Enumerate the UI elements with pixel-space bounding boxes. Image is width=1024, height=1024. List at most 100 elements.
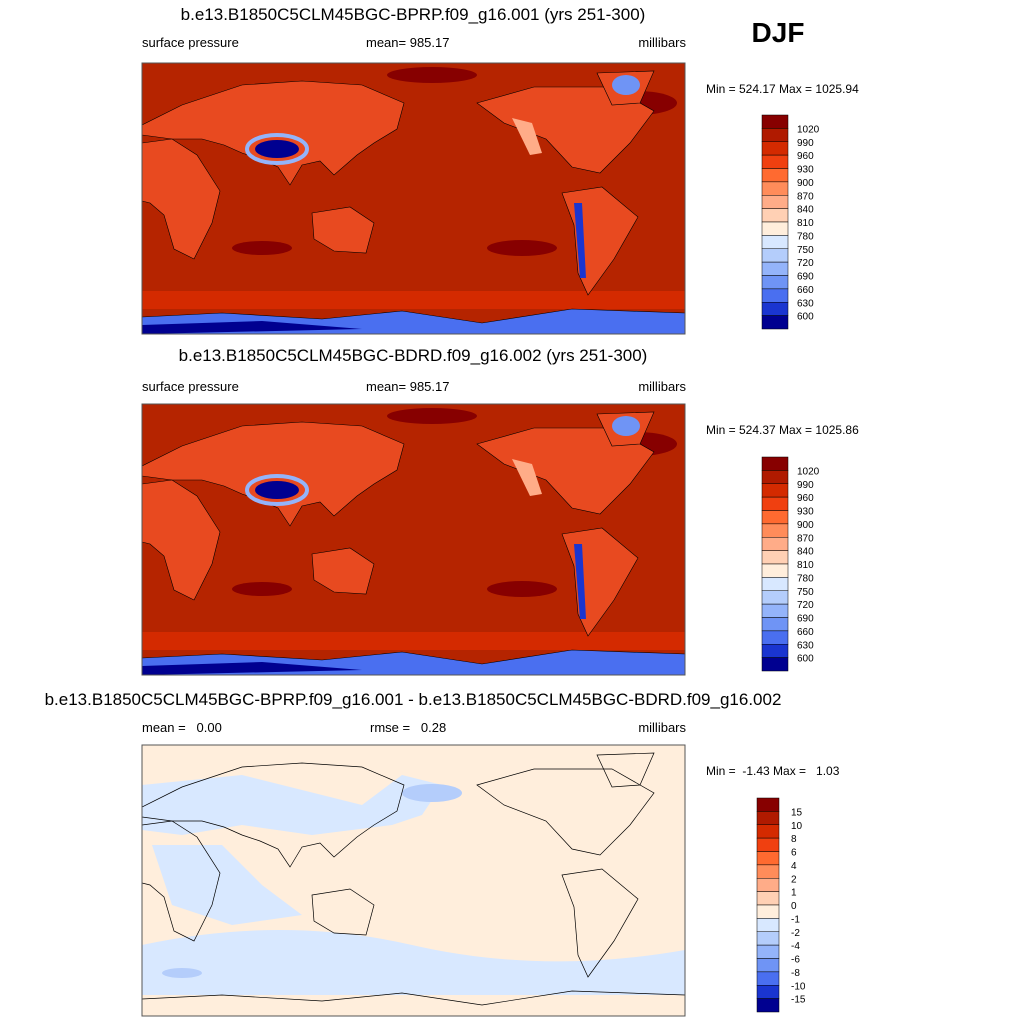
map-field: [142, 404, 685, 675]
colorbar-label: 900: [797, 178, 814, 189]
colorbar-label: 690: [797, 272, 814, 283]
colorbar-label: 870: [797, 533, 814, 544]
colorbar-label: 4: [791, 861, 797, 872]
colorbar-label: 630: [797, 298, 814, 309]
colorbar-box: [761, 644, 789, 658]
negative-region: [142, 775, 442, 835]
colorbar-box: [761, 141, 789, 156]
coastline: [596, 752, 655, 788]
units-label: millibars: [638, 379, 686, 394]
colorbar-label: 990: [797, 138, 814, 149]
high-pressure: [232, 582, 292, 596]
colorbar-box: [756, 931, 780, 946]
colorbar-label: 810: [797, 560, 814, 571]
colorbar-label: 6: [791, 848, 797, 859]
map-frame: [141, 62, 686, 335]
mean-label: mean= 985.17: [366, 35, 449, 50]
min-max-label: Min = 524.17 Max = 1025.94: [706, 82, 859, 96]
colorbar-label: 840: [797, 205, 814, 216]
colorbar-label: -1: [791, 914, 800, 925]
colorbar-box: [756, 864, 780, 879]
min-max-label: Min = 524.37 Max = 1025.86: [706, 423, 859, 437]
high-pressure: [387, 67, 477, 83]
colorbar-label: -6: [791, 955, 800, 966]
andes: [574, 544, 586, 619]
andes: [574, 203, 586, 278]
negative-region: [152, 845, 302, 925]
land-field: [311, 206, 375, 254]
colorbar-label: -10: [791, 981, 806, 992]
rockies: [512, 118, 542, 155]
high-pressure: [387, 408, 477, 424]
colorbar-label: 720: [797, 258, 814, 269]
coastline: [142, 990, 685, 1016]
colorbar-label: 750: [797, 245, 814, 256]
colorbar-box: [761, 603, 789, 618]
colorbar-label: 870: [797, 191, 814, 202]
tibet-rim: [245, 474, 309, 506]
colorbar-box: [756, 904, 780, 919]
map-field: [142, 63, 685, 334]
panel-title: b.e13.B1850C5CLM45BGC-BPRP.f09_g16.001 (…: [181, 5, 646, 24]
colorbar-box: [756, 811, 780, 825]
colorbar-label: -4: [791, 941, 800, 952]
map: [141, 403, 686, 676]
map-frame: [141, 403, 686, 676]
panel-title: b.e13.B1850C5CLM45BGC-BPRP.f09_g16.001 -…: [45, 690, 782, 709]
colorbar-box: [761, 617, 789, 632]
high-pressure: [232, 241, 292, 255]
coastline: [476, 768, 655, 856]
colorbar-label: 630: [797, 640, 814, 651]
greenland-ice: [612, 75, 640, 95]
colorbar-label: 600: [797, 654, 814, 665]
colorbar-box: [756, 878, 780, 892]
colorbar-label: 690: [797, 614, 814, 625]
colorbar-box: [761, 657, 789, 672]
map: [141, 744, 686, 1017]
land-field: [142, 479, 221, 601]
colorbar-box: [756, 958, 780, 973]
variable-label: mean = 0.00: [142, 720, 222, 735]
antarctic-interior: [142, 321, 362, 334]
colorbar-box: [761, 168, 789, 183]
mean-label: mean= 985.17: [366, 379, 449, 394]
negative-region: [402, 784, 462, 802]
colorbar-box: [756, 944, 780, 959]
units-label: millibars: [638, 720, 686, 735]
negative-region: [142, 930, 685, 995]
tibet: [255, 481, 299, 499]
colorbar-label: 750: [797, 587, 814, 598]
colorbar-box: [761, 496, 789, 511]
antarctic-interior: [142, 662, 362, 675]
colorbar-box: [761, 537, 789, 551]
colorbar-label: 960: [797, 151, 814, 162]
colorbar-label: 900: [797, 520, 814, 531]
colorbar-label: -2: [791, 928, 800, 939]
colorbar-box: [756, 891, 780, 906]
land-field: [142, 80, 405, 186]
coastline: [142, 820, 221, 942]
colorbar-label: 810: [797, 218, 814, 229]
colorbar-label: 15: [791, 807, 803, 818]
colorbar-box: [756, 918, 780, 932]
colorbar-label: -15: [791, 995, 806, 1006]
colorbar-label: 1: [791, 888, 797, 899]
colorbar-label: 600: [797, 312, 814, 323]
colorbar-box: [761, 470, 789, 484]
mean-label: rmse = 0.28: [370, 720, 446, 735]
colorbar-box: [761, 275, 789, 290]
colorbar-label: 660: [797, 285, 814, 296]
map-field: [142, 745, 685, 1016]
colorbar-label: 930: [797, 507, 814, 518]
min-max-label: Min = -1.43 Max = 1.03: [706, 764, 840, 778]
colorbar-box: [756, 824, 780, 839]
coastline: [561, 868, 639, 978]
colorbar-box: [761, 208, 789, 223]
colorbar-box: [761, 128, 789, 142]
colorbar-label: 1020: [797, 466, 820, 477]
rockies: [512, 459, 542, 496]
map: [141, 62, 686, 335]
colorbar-box: [761, 302, 789, 316]
